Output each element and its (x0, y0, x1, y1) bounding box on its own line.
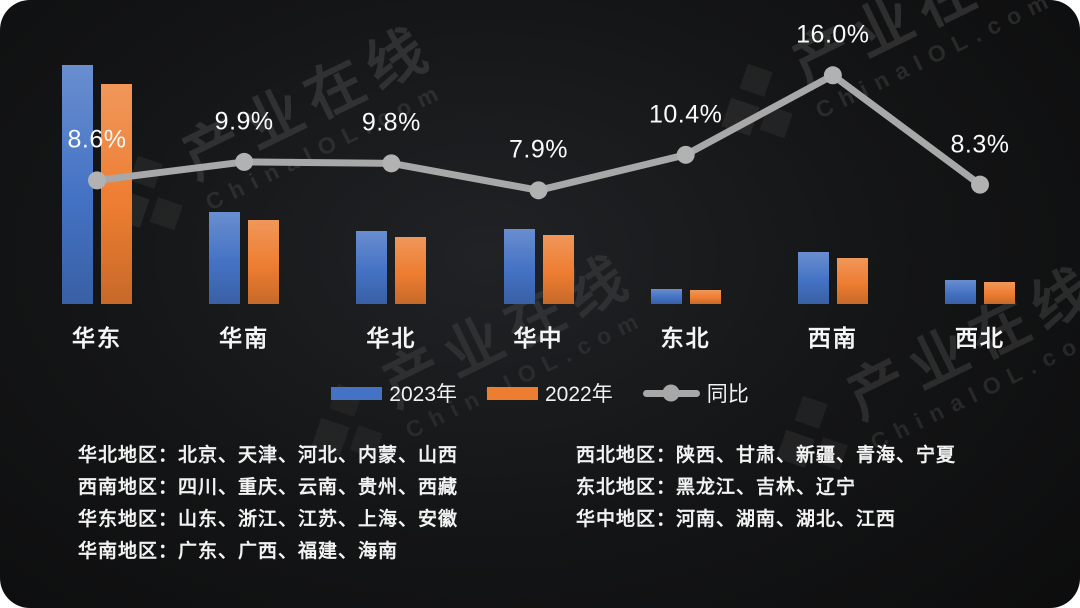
yoy-line-series (88, 66, 990, 200)
legend-item-yoy: 同比 (642, 378, 749, 408)
yoy-point-西南 (823, 66, 842, 85)
region-notes-left-column: 华北地区：北京、天津、河北、内蒙、山西 西南地区：四川、重庆、云南、贵州、西藏 … (78, 440, 458, 568)
combo-chart: 8.6% 9.9% 9.8% 7.9% 10.4% 16.0% 8.3% 华东 华南 华北 华中 东北… (62, 20, 1016, 351)
yoy-point-华东 (88, 171, 106, 190)
region-note: 华中地区：河南、湖南、湖北、江西 (576, 509, 897, 530)
region-note: 西南地区：四川、重庆、云南、贵州、西藏 (78, 477, 459, 498)
yoy-value-label-东北: 10.4% (648, 100, 723, 129)
category-label-东北: 东北 (660, 325, 711, 351)
bar-2022年-西南 (836, 258, 868, 304)
region-note: 华南地区：广东、广西、福建、海南 (78, 541, 399, 562)
yoy-point-华南 (235, 152, 254, 171)
region-note: 西北地区：陕西、甘肃、新疆、青海、宁夏 (576, 445, 957, 466)
legend-line-marker-icon (642, 384, 700, 402)
bar-2022年-华南 (248, 220, 280, 304)
category-label-华东: 华东 (72, 325, 122, 351)
category-label-华南: 华南 (219, 325, 270, 351)
yoy-value-label-华北: 9.8% (361, 108, 421, 137)
region-note: 华东地区：山东、浙江、江苏、上海、安徽 (78, 509, 459, 530)
bar-2023年-西北 (945, 280, 977, 304)
bar-2022年-东北 (689, 290, 721, 304)
yoy-value-label-西北: 8.3% (950, 130, 1010, 159)
region-note: 华北地区：北京、天津、河北、内蒙、山西 (78, 445, 459, 466)
bar-2023年-华南 (209, 212, 241, 304)
bar-2022年-华北 (395, 237, 427, 304)
bar-2022年-华东 (101, 84, 132, 304)
bar-2023年-华东 (62, 65, 93, 304)
legend-swatch-2023 (331, 386, 383, 400)
bar-2022年-西北 (984, 282, 1016, 304)
legend-swatch-2022 (487, 386, 538, 400)
bar-2023年-西南 (797, 252, 829, 304)
category-label-华北: 华北 (366, 325, 417, 351)
legend-label-2022: 2022年 (545, 383, 613, 406)
yoy-value-label-华南: 9.9% (214, 107, 274, 136)
region-notes-right-column: 西北地区：陕西、甘肃、新疆、青海、宁夏 东北地区：黑龙江、吉林、辽宁 华中地区：… (576, 440, 956, 536)
yoy-point-华中 (529, 181, 548, 200)
yoy-point-东北 (676, 145, 695, 164)
bar-2023年-华北 (356, 231, 388, 304)
category-label-西南: 西南 (807, 325, 858, 351)
yoy-value-label-西南: 16.0% (796, 20, 870, 49)
legend-label-yoy: 同比 (706, 383, 749, 406)
yoy-value-label-华东: 8.6% (67, 125, 127, 154)
bar-2023年-华中 (503, 229, 535, 304)
legend-line-dot-icon (662, 384, 680, 402)
chart-legend: 2023年 2022年 同比 (0, 376, 1080, 410)
region-note: 东北地区：黑龙江、吉林、辽宁 (576, 477, 857, 498)
legend-item-2023: 2023年 (331, 378, 457, 408)
category-label-西北: 西北 (955, 325, 1006, 351)
bar-2023年-东北 (650, 289, 682, 304)
yoy-point-华北 (382, 154, 401, 173)
legend-item-2022: 2022年 (487, 378, 613, 408)
yoy-value-label-华中: 7.9% (509, 135, 568, 164)
category-label-华中: 华中 (513, 325, 564, 351)
bar-2022年-华中 (542, 235, 574, 304)
yoy-point-西北 (971, 175, 990, 194)
legend-label-2023: 2023年 (389, 383, 457, 406)
